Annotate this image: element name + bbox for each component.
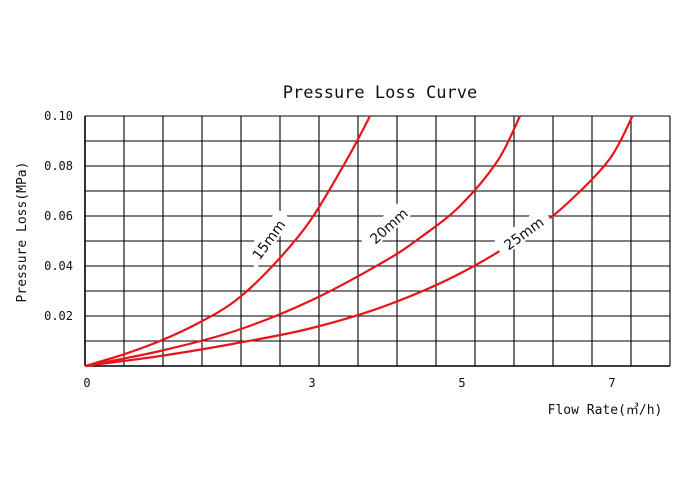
x-tick-label: 7 — [608, 376, 615, 390]
grid — [84, 115, 671, 367]
series-line-15mm — [84, 115, 371, 368]
y-tick-label: 0.06 — [44, 209, 73, 223]
y-axis-label: Pressure Loss(MPa) — [15, 162, 30, 303]
x-axis-label: Flow Rate(㎥/h) — [548, 403, 663, 418]
y-tick-label: 0.02 — [44, 309, 73, 323]
series-line-25mm — [84, 115, 634, 368]
tick-labels: 0 3 5 7 0.10 0.08 0.06 0.04 0.02 — [44, 109, 616, 390]
y-tick-label: 0.10 — [44, 109, 73, 123]
series-line-20mm — [84, 115, 521, 368]
y-tick-label: 0.04 — [44, 259, 73, 273]
x-tick-label: 3 — [308, 376, 315, 390]
y-tick-label: 0.08 — [44, 159, 73, 173]
x-tick-label: 5 — [458, 376, 465, 390]
curve-label-background — [493, 206, 553, 257]
x-tick-label: 0 — [83, 376, 90, 390]
curve-label-background — [359, 197, 416, 252]
curve-label-background — [242, 209, 293, 269]
curves — [84, 115, 634, 368]
chart-title: Pressure Loss Curve — [283, 83, 477, 103]
